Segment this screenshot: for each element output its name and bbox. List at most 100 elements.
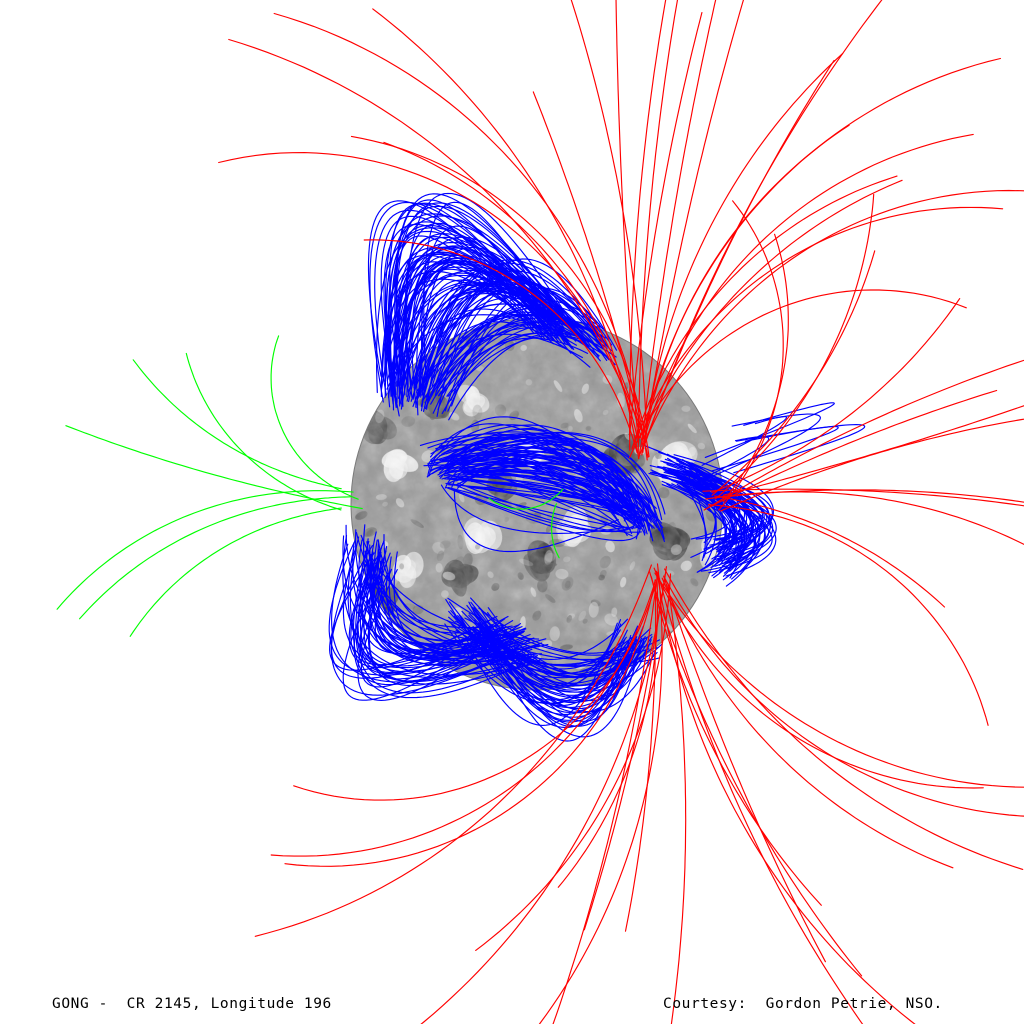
- closed-field-line: [369, 201, 554, 403]
- flux-patch: [561, 576, 574, 591]
- flux-patch: [559, 644, 573, 651]
- flux-patch: [530, 587, 537, 598]
- flux-patch: [394, 554, 412, 573]
- open-field-line: [711, 250, 876, 496]
- open-field-line: [488, 488, 564, 510]
- closed-field-line: [348, 560, 501, 669]
- open-field-line: [718, 200, 784, 511]
- closed-field-line: [439, 433, 633, 514]
- flux-patch: [523, 553, 548, 582]
- closed-field-line: [451, 287, 603, 407]
- closed-field-line: [444, 287, 601, 412]
- open-field-line: [65, 425, 363, 510]
- flux-patch: [690, 578, 699, 587]
- flux-patch: [549, 626, 560, 642]
- flux-patch: [520, 344, 527, 351]
- closed-field-line: [426, 271, 589, 410]
- source-caption: GONG - CR 2145, Longitude 196: [52, 995, 332, 1012]
- flux-patch: [553, 380, 563, 392]
- open-field-line: [570, 0, 648, 438]
- flux-patch: [441, 590, 449, 598]
- open-field-line: [629, 0, 667, 451]
- closed-field-line: [360, 569, 506, 688]
- closed-field-line: [453, 432, 634, 508]
- field-lines-front: [56, 0, 1024, 1024]
- closed-field-line: [456, 456, 618, 504]
- open-field-line: [129, 507, 342, 637]
- closed-field-line: [436, 287, 591, 417]
- closed-field-line: [445, 486, 641, 542]
- closed-field-line: [415, 314, 605, 393]
- closed-field-line: [679, 477, 708, 559]
- open-field-line: [720, 418, 1024, 512]
- closed-field-line: [684, 472, 760, 541]
- open-field-line: [551, 503, 560, 559]
- closed-field-line: [352, 552, 538, 699]
- closed-field-line: [432, 321, 586, 414]
- flux-patch: [578, 610, 587, 621]
- flux-patch: [563, 556, 571, 563]
- courtesy-caption: Courtesy: Gordon Petrie, NSO.: [663, 995, 943, 1012]
- closed-field-line: [388, 215, 570, 397]
- flux-patch: [585, 425, 592, 431]
- closed-field-line: [356, 570, 512, 680]
- flux-patch: [658, 487, 670, 499]
- flux-patch: [487, 571, 494, 579]
- open-field-line: [363, 239, 638, 454]
- closed-field-line: [690, 462, 741, 558]
- open-field-line: [641, 0, 717, 444]
- open-field-line: [629, 12, 703, 437]
- open-field-line: [705, 491, 1024, 545]
- closed-field-line: [397, 293, 565, 399]
- closed-field-line: [331, 543, 533, 683]
- open-field-line: [631, 175, 898, 450]
- open-field-line: [475, 573, 672, 951]
- closed-field-line: [423, 201, 558, 387]
- open-field-line: [293, 581, 657, 801]
- closed-field-line: [376, 227, 574, 394]
- closed-field-line: [441, 283, 604, 389]
- closed-field-line: [430, 304, 607, 396]
- closed-field-line: [667, 468, 774, 563]
- flux-patch: [442, 571, 456, 581]
- closed-field-line: [676, 469, 777, 577]
- flux-patch: [399, 563, 404, 570]
- closed-field-line: [374, 209, 558, 396]
- closed-field-line: [477, 622, 626, 707]
- open-field-line: [714, 495, 946, 608]
- closed-field-line: [367, 550, 531, 687]
- flux-patch: [697, 442, 706, 450]
- closed-field-line: [480, 629, 632, 721]
- open-field-line: [643, 133, 974, 442]
- closed-field-line: [699, 470, 717, 566]
- open-field-line: [663, 576, 1024, 817]
- closed-field-line: [462, 439, 633, 503]
- flux-patch: [517, 572, 524, 580]
- open-field-line: [637, 189, 1024, 459]
- closed-field-line: [359, 558, 496, 667]
- flux-patch: [555, 568, 569, 580]
- open-field-line: [638, 57, 1001, 455]
- closed-field-line: [487, 612, 632, 679]
- open-field-line: [583, 574, 666, 931]
- closed-field-line: [392, 241, 563, 411]
- flux-patch: [681, 405, 691, 412]
- flux-patch: [518, 558, 534, 566]
- open-field-line: [624, 586, 657, 932]
- flux-patch: [525, 379, 533, 386]
- flux-patch: [491, 583, 500, 591]
- closed-field-line: [415, 283, 584, 408]
- open-field-line: [657, 572, 864, 1024]
- closed-field-line: [683, 466, 707, 562]
- flux-patch: [611, 607, 618, 617]
- flux-patch: [588, 601, 599, 618]
- closed-field-line: [388, 224, 554, 409]
- closed-field-line: [444, 458, 616, 499]
- flux-patch: [582, 618, 588, 624]
- open-field-line: [716, 489, 1024, 503]
- flux-patch: [386, 470, 392, 479]
- flux-patch: [494, 404, 507, 417]
- flux-patch: [382, 501, 388, 507]
- open-field-line: [656, 574, 916, 1024]
